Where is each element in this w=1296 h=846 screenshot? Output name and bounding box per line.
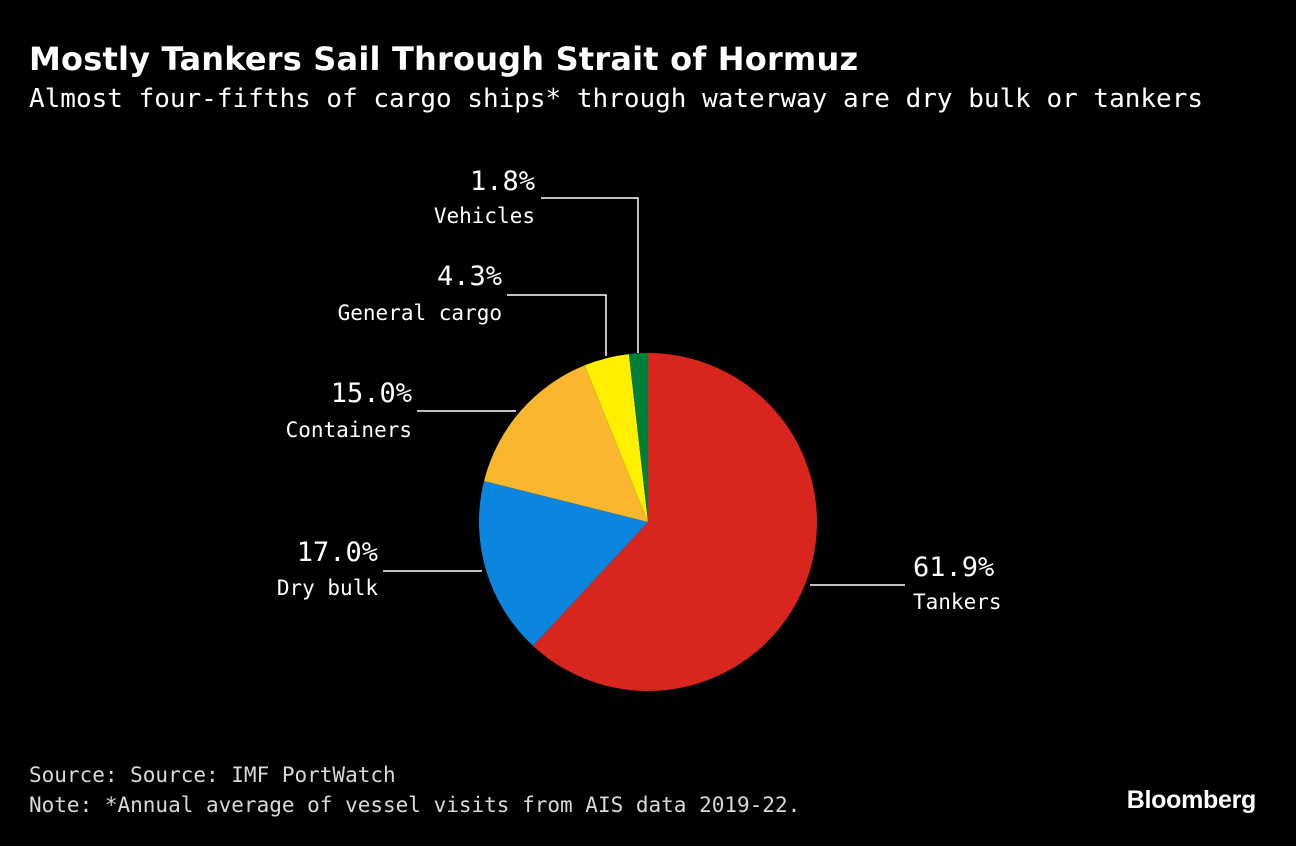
value-label-dry-bulk: 17.0%	[297, 537, 378, 568]
leader-line-vehicles	[541, 197, 639, 353]
pie-slice-tankers	[533, 353, 818, 692]
pie-slices	[479, 353, 818, 692]
note-text: Note: *Annual average of vessel visits f…	[29, 793, 801, 817]
pie-slice-dry-bulk	[479, 481, 648, 646]
pie-slice-containers	[484, 365, 648, 522]
slice-labels: 61.9% Tankers 17.0% Dry bulk 15.0% Conta…	[277, 166, 1002, 614]
leader-line-general-cargo	[507, 294, 607, 356]
value-label-containers: 15.0%	[331, 378, 412, 409]
pie-slice-vehicles	[628, 353, 648, 522]
pie-slice-general-cargo	[584, 354, 648, 522]
value-label-general-cargo: 4.3%	[437, 261, 502, 292]
category-label-containers: Containers	[286, 418, 412, 442]
value-label-vehicles: 1.8%	[470, 166, 535, 197]
category-label-general-cargo: General cargo	[338, 301, 502, 325]
category-label-tankers: Tankers	[913, 590, 1002, 614]
chart-subtitle: Almost four-fifths of cargo ships* throu…	[29, 84, 1203, 114]
chart-title: Mostly Tankers Sail Through Strait of Ho…	[29, 40, 859, 78]
value-label-tankers: 61.9%	[913, 552, 994, 583]
category-label-vehicles: Vehicles	[434, 204, 535, 228]
category-label-dry-bulk: Dry bulk	[277, 576, 379, 600]
source-text: Source: Source: IMF PortWatch	[29, 763, 396, 787]
bloomberg-logo: Bloomberg	[1126, 786, 1257, 814]
leader-lines	[383, 197, 905, 586]
